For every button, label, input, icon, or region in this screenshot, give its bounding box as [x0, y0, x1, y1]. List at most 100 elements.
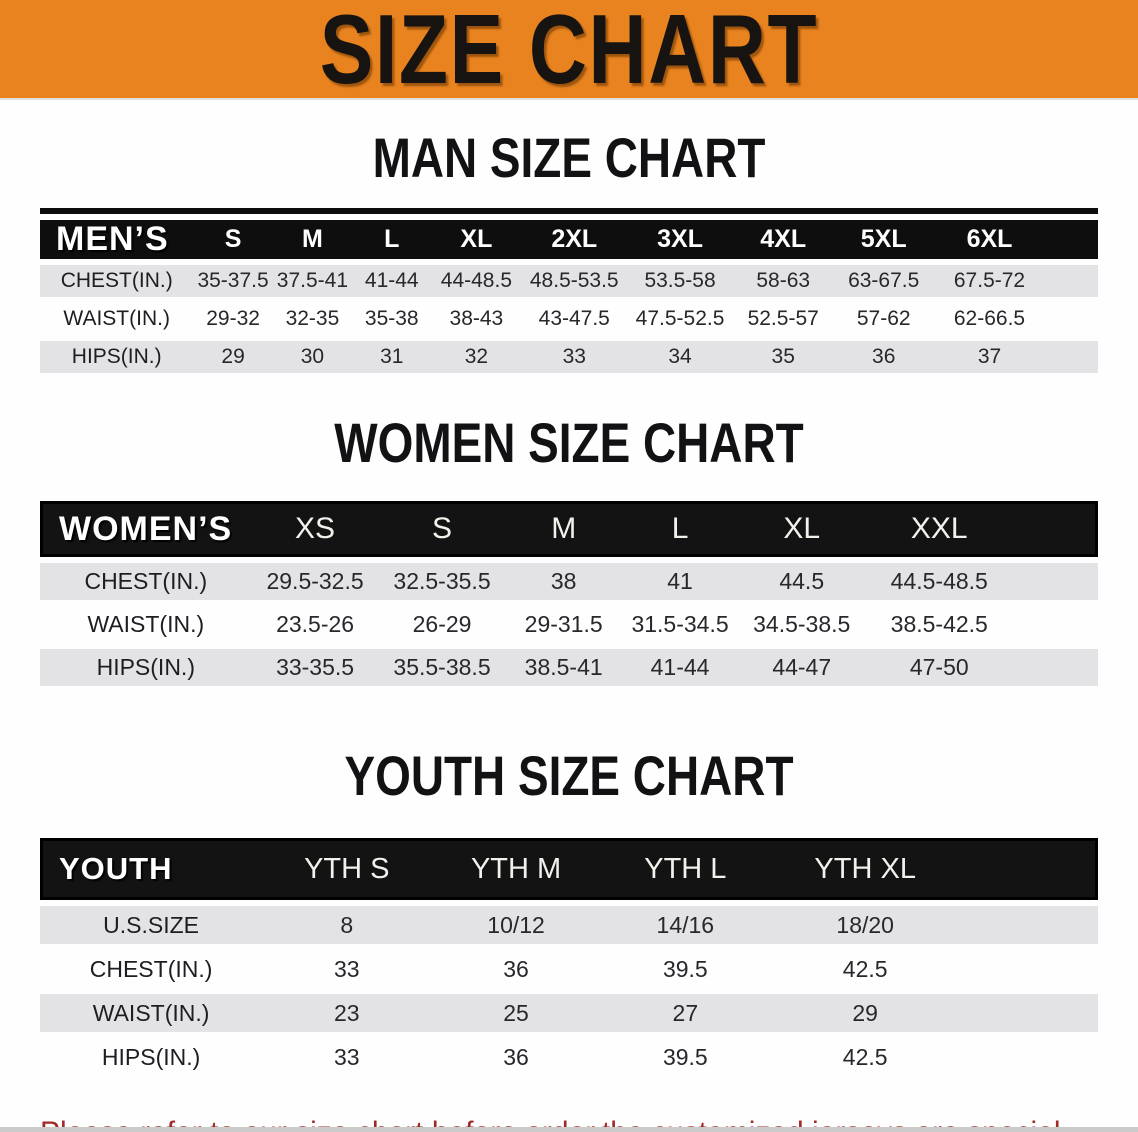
row-label: HIPS(IN.) — [101, 1043, 201, 1070]
column-header: YTH L — [600, 838, 770, 900]
size-cell: 48.5-53.5 — [521, 265, 628, 297]
row-label: WAIST(IN.) — [87, 611, 205, 637]
size-cell: 39.5 — [662, 1043, 708, 1070]
size-cell: 25 — [431, 994, 601, 1032]
table-row: WAIST(IN.) 23 25 27 29 — [40, 994, 1098, 1032]
cell-filler — [1045, 303, 1098, 335]
banner-title: SIZE CHART — [319, 0, 819, 104]
size-cell: 23.5-26 — [276, 611, 355, 637]
youth-size-table: YOUTH YTH S YTH M YTH L YTH XL U.S.SIZE … — [40, 832, 1098, 1082]
size-cell: 33-35.5 — [251, 649, 379, 686]
size-cell: 38 — [505, 563, 622, 600]
row-label: U.S.SIZE — [40, 906, 263, 944]
women-section-heading: WOMEN SIZE CHART — [334, 411, 804, 474]
cell-filler — [960, 1038, 1098, 1076]
table-row: CHEST(IN.) 33 36 39.5 42.5 — [40, 950, 1098, 988]
column-header: XXL — [865, 501, 1014, 557]
row-label: CHEST(IN.) — [40, 265, 194, 297]
column-header: XS — [251, 501, 379, 557]
table-row: WAIST(IN.) 29-32 32-35 35-38 38-43 43-47… — [40, 303, 1098, 335]
size-cell: 41-44 — [621, 649, 739, 686]
row-label: WAIST(IN.) — [63, 307, 170, 330]
table-row: U.S.SIZE 8 10/12 14/16 18/20 — [40, 906, 1098, 944]
size-cell: 32-35 — [285, 307, 340, 330]
column-header: 6XL — [933, 220, 1046, 259]
table-row: HIPS(IN.) 29 30 31 32 33 34 35 36 37 — [40, 341, 1098, 373]
size-cell: 32 — [431, 341, 522, 373]
size-cell: 67.5-72 — [933, 265, 1046, 297]
size-cell: 34 — [627, 341, 733, 373]
cell-filler — [1045, 341, 1098, 373]
size-cell: 29-31.5 — [524, 611, 603, 637]
men-group-label: MEN’S — [40, 220, 194, 259]
table-row: HIPS(IN.) 33-35.5 35.5-38.5 38.5-41 41-4… — [40, 649, 1098, 686]
column-header: YTH S — [262, 838, 432, 900]
column-header: 3XL — [627, 220, 733, 259]
size-cell: 10/12 — [431, 906, 601, 944]
men-table-top-rule — [40, 208, 1098, 214]
column-header: M — [272, 220, 353, 259]
size-cell: 29-32 — [206, 307, 260, 330]
column-header: 2XL — [521, 220, 628, 259]
men-size-table: MEN’S S M L XL 2XL 3XL 4XL 5XL 6XL — [40, 208, 1098, 379]
size-cell: 14/16 — [600, 906, 770, 944]
size-cell: 44.5 — [738, 563, 866, 600]
size-cell: 35 — [732, 341, 834, 373]
size-cell: 35-37.5 — [193, 265, 273, 297]
column-header: YTH M — [431, 838, 601, 900]
size-cell: 18/20 — [769, 906, 961, 944]
column-header: S — [378, 501, 506, 557]
cell-filler — [1013, 563, 1098, 600]
table-row: CHEST(IN.) 29.5-32.5 32.5-35.5 38 41 44.… — [40, 563, 1098, 600]
cell-filler — [960, 950, 1098, 988]
column-header: YTH XL — [769, 838, 961, 900]
size-cell: 27 — [600, 994, 770, 1032]
size-cell: 47.5-52.5 — [635, 307, 725, 330]
women-header-row: WOMEN’S XS S M L XL XXL — [40, 501, 1098, 557]
size-cell: 29.5-32.5 — [251, 563, 379, 600]
size-cell: 47-50 — [865, 649, 1014, 686]
size-cell: 36 — [503, 955, 529, 982]
size-cell: 44-48.5 — [431, 265, 522, 297]
youth-group-label: YOUTH — [40, 838, 263, 900]
row-label: CHEST(IN.) — [89, 955, 213, 982]
size-cell: 36 — [833, 341, 934, 373]
column-header: XL — [738, 501, 866, 557]
size-cell: 57-62 — [856, 307, 911, 330]
column-header: 5XL — [833, 220, 934, 259]
youth-section: YOUTH SIZE CHART YOUTH YTH S YTH M YTH L… — [0, 748, 1138, 1082]
cell-filler — [960, 906, 1098, 944]
header-filler — [1013, 501, 1098, 557]
row-label: CHEST(IN.) — [40, 563, 252, 600]
men-section-heading: MAN SIZE CHART — [372, 126, 766, 189]
size-cell: 33 — [334, 1043, 360, 1070]
banner: SIZE CHART — [0, 0, 1138, 100]
row-label: HIPS(IN.) — [40, 341, 194, 373]
size-cell: 36 — [503, 1043, 529, 1070]
size-cell: 41-44 — [352, 265, 432, 297]
women-section: WOMEN SIZE CHART WOMEN’S XS S M L XL XXL — [0, 415, 1138, 692]
bottom-edge-line — [0, 1127, 1138, 1132]
size-cell: 33 — [334, 955, 360, 982]
column-header: 4XL — [732, 220, 834, 259]
size-cell: 23 — [262, 994, 432, 1032]
size-cell: 52.5-57 — [747, 307, 819, 330]
cell-filler — [1013, 649, 1098, 686]
size-cell: 62-66.5 — [953, 307, 1026, 330]
women-group-label: WOMEN’S — [40, 501, 252, 557]
size-cell: 30 — [272, 341, 353, 373]
size-cell: 63-67.5 — [833, 265, 934, 297]
size-cell: 35-38 — [364, 307, 419, 330]
header-filler — [960, 838, 1098, 900]
size-cell: 37 — [933, 341, 1046, 373]
men-header-row: MEN’S S M L XL 2XL 3XL 4XL 5XL 6XL — [40, 220, 1098, 259]
column-header: L — [352, 220, 432, 259]
youth-section-heading: YOUTH SIZE CHART — [344, 744, 794, 807]
cell-filler — [1013, 606, 1098, 643]
youth-header-row: YOUTH YTH S YTH M YTH L YTH XL — [40, 838, 1098, 900]
size-cell: 53.5-58 — [627, 265, 733, 297]
size-cell: 35.5-38.5 — [378, 649, 506, 686]
size-cell: 33 — [521, 341, 628, 373]
size-cell: 39.5 — [662, 955, 708, 982]
